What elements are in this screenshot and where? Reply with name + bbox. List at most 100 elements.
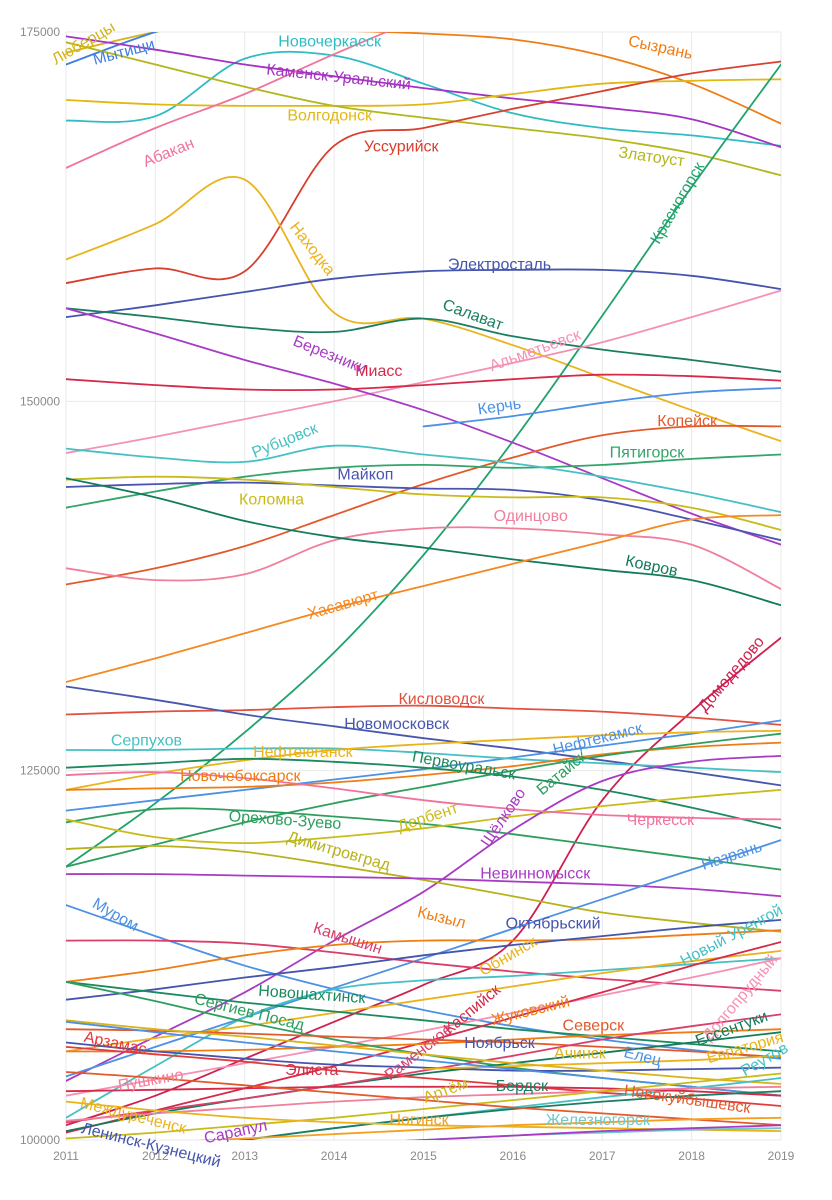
- series-label: Находка: [286, 219, 338, 279]
- series-label: Ачинск: [554, 1046, 607, 1063]
- series-label: Златоуст: [617, 144, 686, 170]
- series-line: [66, 1031, 781, 1132]
- series-line: [66, 60, 781, 284]
- series-line: [66, 453, 781, 509]
- series-line: [66, 176, 781, 443]
- series-label: Майкоп: [337, 466, 393, 483]
- series-line: [404, 1124, 781, 1140]
- series-line: [66, 78, 781, 107]
- series-line: [66, 444, 781, 513]
- y-tick-label: 100000: [20, 1133, 60, 1147]
- series-line: [66, 839, 781, 1078]
- series-line: [237, 1090, 781, 1140]
- series-line: [66, 771, 781, 821]
- series-label: Одинцово: [494, 508, 568, 525]
- series-label: Сарапул: [203, 1117, 269, 1147]
- series-line: [66, 41, 781, 177]
- series-label: Хасавюрт: [306, 587, 381, 624]
- series-label: Ноябрьск: [464, 1035, 536, 1052]
- series-line: [66, 873, 781, 898]
- series-line: [66, 475, 781, 531]
- y-tick-label: 150000: [20, 394, 60, 408]
- series-label: Дербент: [395, 800, 461, 836]
- series-label: Новочеркасск: [278, 34, 382, 51]
- x-tick-label: 2012: [142, 1149, 169, 1163]
- series-label: Елец: [622, 1044, 663, 1070]
- series-label: Камышин: [311, 920, 384, 958]
- x-tick-label: 2019: [768, 1149, 795, 1163]
- series-label: Волгодонск: [287, 107, 373, 124]
- series-label: Каменск-Уральский: [266, 61, 412, 93]
- series-line: [66, 741, 781, 791]
- series-lines: [66, 32, 781, 1140]
- series-line: [66, 981, 781, 1053]
- series-label: Назрань: [699, 838, 764, 874]
- series-line: [66, 307, 781, 373]
- series-line: [66, 755, 781, 1082]
- series-line: [66, 919, 781, 1001]
- series-line: [197, 1116, 781, 1140]
- series-label: Сызрань: [627, 33, 694, 63]
- series-label: Красногорск: [648, 159, 709, 247]
- series-line: [66, 481, 781, 542]
- x-tick-label: 2011: [53, 1149, 79, 1163]
- series-label: Коломна: [239, 492, 304, 509]
- series-line: [66, 35, 781, 149]
- series-label: Щёлково: [478, 785, 529, 850]
- series-label: Керчь: [477, 396, 522, 419]
- series-label: Ковров: [624, 553, 679, 581]
- series-line: [66, 1085, 781, 1122]
- series-line: [66, 289, 781, 454]
- series-line: [422, 387, 781, 428]
- series-line: [66, 526, 781, 590]
- series-line: [66, 807, 781, 871]
- series-label: Невинномысск: [480, 865, 591, 882]
- series-line: [66, 757, 781, 830]
- series-label: Нефтекамск: [551, 720, 645, 759]
- series-label: Салават: [440, 297, 506, 335]
- series-label: Черкесск: [627, 812, 696, 829]
- series-label: Пятигорск: [610, 444, 686, 461]
- series-line: [66, 32, 389, 169]
- series-label: Нефтеюганск: [253, 744, 354, 761]
- series-line: [66, 729, 781, 791]
- series-line: [66, 1072, 781, 1140]
- series-line: [353, 32, 781, 125]
- series-line: [66, 424, 781, 586]
- series-line: [66, 789, 781, 844]
- series-label: Северск: [563, 1017, 626, 1034]
- x-tick-label: 2016: [500, 1149, 527, 1163]
- series-label: Димитровград: [285, 829, 393, 875]
- series-line: [66, 732, 781, 868]
- series-label: Серпухов: [111, 732, 182, 749]
- series-line: [66, 904, 781, 1060]
- series-label: Первоуральск: [411, 749, 518, 784]
- series-line: [405, 1127, 781, 1140]
- series-line: [66, 373, 781, 391]
- x-tick-label: 2013: [231, 1149, 258, 1163]
- series-line: [66, 929, 781, 983]
- series-line: [66, 845, 781, 933]
- series-line: [66, 514, 781, 683]
- axes: 2011 2012 2013 2014 2015 2016 2017 2018 2019 1000…: [20, 25, 795, 1163]
- series-label: Арзамас: [82, 1029, 148, 1059]
- series-label: Кисловодск: [398, 691, 485, 708]
- series-label: Новочебоксарск: [180, 768, 301, 785]
- series-line: [66, 941, 781, 1134]
- series-label: Абакан: [141, 135, 197, 171]
- series-label: Уссурийск: [364, 138, 440, 155]
- y-tick-label: 175000: [20, 25, 60, 39]
- series-label: Ногинск: [390, 1112, 450, 1129]
- series-line: [66, 1085, 781, 1097]
- series-line: [66, 268, 781, 318]
- series-line: [66, 1071, 781, 1127]
- series-line: [66, 1028, 781, 1053]
- series-line: [66, 63, 781, 868]
- series-label: Жуковский: [490, 993, 572, 1029]
- series-line: [422, 1054, 781, 1070]
- series-label: Копейск: [657, 413, 718, 430]
- x-tick-label: 2014: [321, 1149, 348, 1163]
- series-label: Рубцовск: [250, 420, 321, 462]
- series-label: Домодедово: [695, 633, 768, 715]
